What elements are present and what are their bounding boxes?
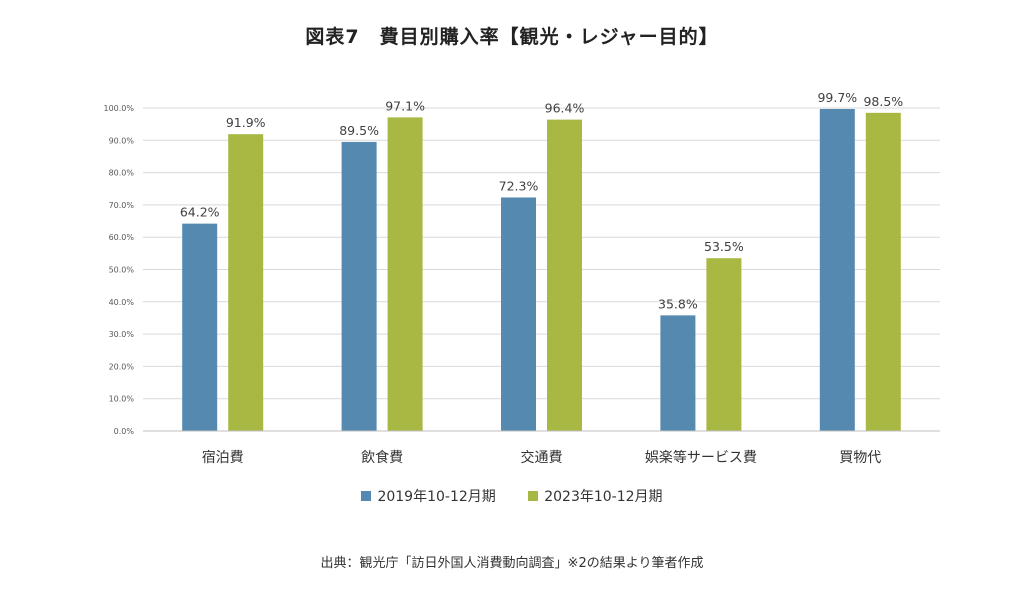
chart-title: 図表7 費目別購入率【観光・レジャー目的】 bbox=[305, 26, 719, 48]
legend-swatch-2019 bbox=[361, 491, 372, 501]
bar-2023 bbox=[547, 119, 582, 432]
data-label: 96.4% bbox=[545, 101, 585, 116]
data-label: 97.1% bbox=[385, 98, 425, 113]
data-label: 72.3% bbox=[499, 178, 539, 193]
legend: 2019年10-12月期 2023年10-12月期 bbox=[0, 486, 1024, 506]
y-tick-label: 10.0% bbox=[109, 395, 135, 404]
x-tick-label: 買物代 bbox=[839, 450, 881, 466]
data-label: 89.5% bbox=[339, 123, 379, 138]
data-label: 91.9% bbox=[226, 115, 266, 130]
bar-2019 bbox=[341, 141, 377, 432]
x-tick-label: 交通費 bbox=[521, 449, 563, 466]
bar-2023 bbox=[706, 258, 742, 431]
data-label: 99.7% bbox=[817, 90, 857, 105]
y-tick-label: 30.0% bbox=[109, 330, 135, 339]
x-tick-label: 飲食費 bbox=[361, 449, 403, 466]
y-tick-label: 20.0% bbox=[109, 362, 135, 371]
bar-2019 bbox=[182, 223, 218, 431]
bar-2023 bbox=[228, 134, 264, 431]
x-tick-label: 宿泊費 bbox=[202, 449, 244, 466]
legend-item-2023: 2023年10-12月期 bbox=[528, 486, 663, 506]
y-tick-label: 80.0% bbox=[109, 169, 135, 178]
legend-label-2023: 2023年10-12月期 bbox=[544, 489, 663, 505]
data-label: 35.8% bbox=[658, 296, 698, 311]
legend-swatch-2023 bbox=[528, 491, 539, 501]
bar-2019 bbox=[501, 197, 536, 431]
y-tick-label: 40.0% bbox=[109, 298, 135, 307]
y-tick-label: 70.0% bbox=[109, 201, 135, 210]
data-label: 53.5% bbox=[704, 239, 744, 254]
bar-2023 bbox=[387, 117, 423, 431]
x-tick-label: 娯楽等サービス費 bbox=[645, 449, 757, 466]
legend-item-2019: 2019年10-12月期 bbox=[361, 486, 496, 506]
bar-2019 bbox=[819, 108, 855, 432]
legend-label-2019: 2019年10-12月期 bbox=[377, 489, 496, 505]
data-label: 64.2% bbox=[180, 205, 220, 220]
y-tick-label: 50.0% bbox=[109, 266, 135, 275]
y-tick-label: 90.0% bbox=[109, 136, 135, 145]
y-tick-label: 60.0% bbox=[109, 233, 135, 242]
source-note: 出典：観光庁「訪日外国人消費動向調査」※2の結果より筆者作成 bbox=[320, 556, 704, 571]
y-tick-label: 0.0% bbox=[114, 427, 135, 436]
y-tick-label: 100.0% bbox=[103, 104, 134, 113]
data-label: 98.5% bbox=[863, 94, 903, 109]
bar-2019 bbox=[660, 315, 696, 431]
bar-2023 bbox=[865, 112, 901, 431]
